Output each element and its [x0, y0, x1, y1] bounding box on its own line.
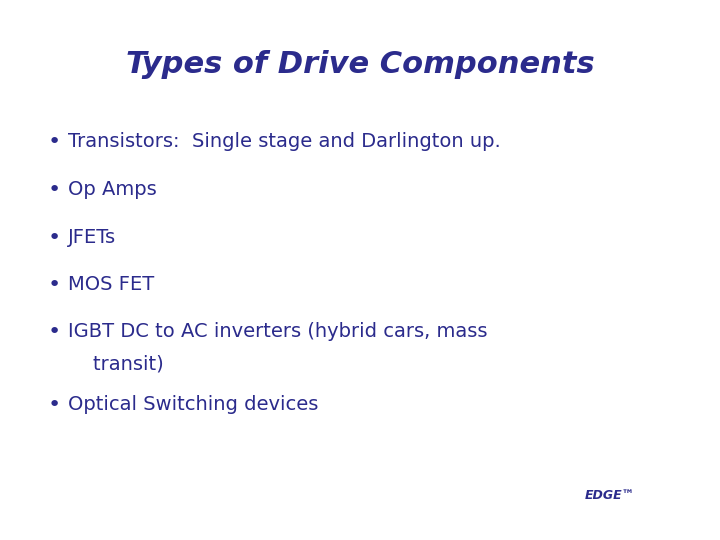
- Text: IGBT DC to AC inverters (hybrid cars, mass: IGBT DC to AC inverters (hybrid cars, ma…: [68, 322, 487, 341]
- Text: Transistors:  Single stage and Darlington up.: Transistors: Single stage and Darlington…: [68, 132, 500, 151]
- Text: JFETs: JFETs: [68, 228, 116, 247]
- Text: •: •: [48, 132, 61, 152]
- Text: •: •: [48, 228, 61, 248]
- Text: Types of Drive Components: Types of Drive Components: [126, 50, 594, 79]
- Text: •: •: [48, 180, 61, 200]
- Text: EDGE™: EDGE™: [585, 489, 635, 502]
- Text: •: •: [48, 395, 61, 415]
- Text: transit): transit): [68, 355, 163, 374]
- Text: •: •: [48, 275, 61, 295]
- Text: Optical Switching devices: Optical Switching devices: [68, 395, 318, 414]
- Text: MOS FET: MOS FET: [68, 275, 154, 294]
- Text: •: •: [48, 322, 61, 342]
- Text: Op Amps: Op Amps: [68, 180, 157, 199]
